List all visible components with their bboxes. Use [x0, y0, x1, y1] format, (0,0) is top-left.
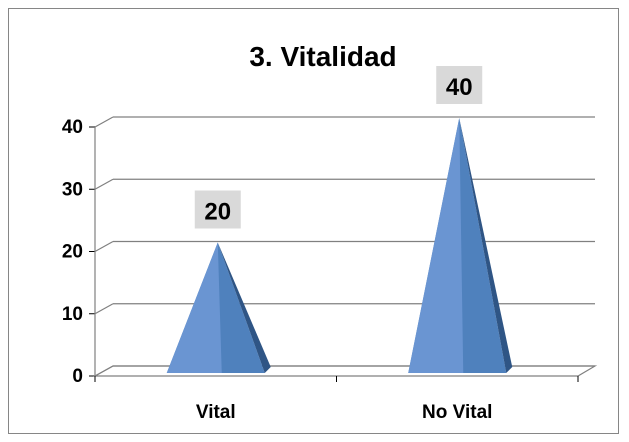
chart-title: 3. Vitalidad — [249, 41, 396, 72]
bar-face-light — [408, 118, 463, 373]
y-tick-label: 0 — [72, 366, 83, 387]
gridlines — [95, 117, 595, 376]
data-label: 20 — [204, 199, 231, 226]
y-tick-label: 40 — [62, 117, 83, 138]
data-label: 40 — [446, 74, 473, 101]
gridline-side — [95, 304, 113, 314]
x-tick-labels: Vital No Vital — [196, 402, 493, 423]
axes — [89, 127, 595, 382]
y-tick-label: 20 — [62, 242, 83, 263]
y-tick-label: 10 — [62, 304, 83, 325]
gridline-side — [95, 179, 113, 189]
x-tick-label: Vital — [196, 402, 236, 423]
y-tick-labels: 0 10 20 30 40 — [62, 117, 83, 387]
bar-face-light — [167, 243, 222, 374]
bars — [167, 118, 513, 373]
y-tick-label: 30 — [62, 179, 83, 200]
gridline-side — [95, 242, 113, 252]
gridline-side — [95, 117, 113, 127]
x-tick-label: No Vital — [422, 402, 492, 423]
